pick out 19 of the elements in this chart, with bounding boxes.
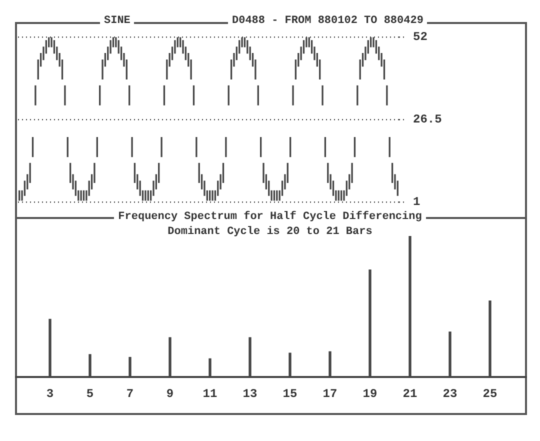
chart-subtitle: D0488 - FROM 880102 TO 880429 — [228, 15, 428, 27]
y-tick-label: 52 — [413, 30, 428, 44]
x-tick-label: 9 — [166, 387, 174, 402]
x-tick-label: 13 — [242, 387, 258, 402]
x-tick-label: 15 — [282, 387, 298, 402]
x-tick-label: 3 — [46, 387, 54, 402]
x-tick-label: 19 — [362, 387, 378, 402]
chart-title: SINE — [100, 15, 134, 27]
x-tick-label: 5 — [86, 387, 94, 402]
chart-subtitle: Dominant Cycle is 20 to 21 Bars — [164, 226, 376, 238]
chart-title: Frequency Spectrum for Half Cycle Differencing — [114, 211, 426, 223]
x-tick-label: 25 — [482, 387, 498, 402]
x-tick-label: 17 — [322, 387, 338, 402]
x-tick-label: 23 — [442, 387, 458, 402]
x-tick-label: 21 — [402, 387, 418, 402]
y-tick-label: 1 — [413, 195, 420, 210]
x-tick-label: 7 — [126, 387, 134, 402]
y-tick-label: 26.5 — [413, 112, 442, 127]
x-tick-label: 11 — [202, 387, 218, 402]
